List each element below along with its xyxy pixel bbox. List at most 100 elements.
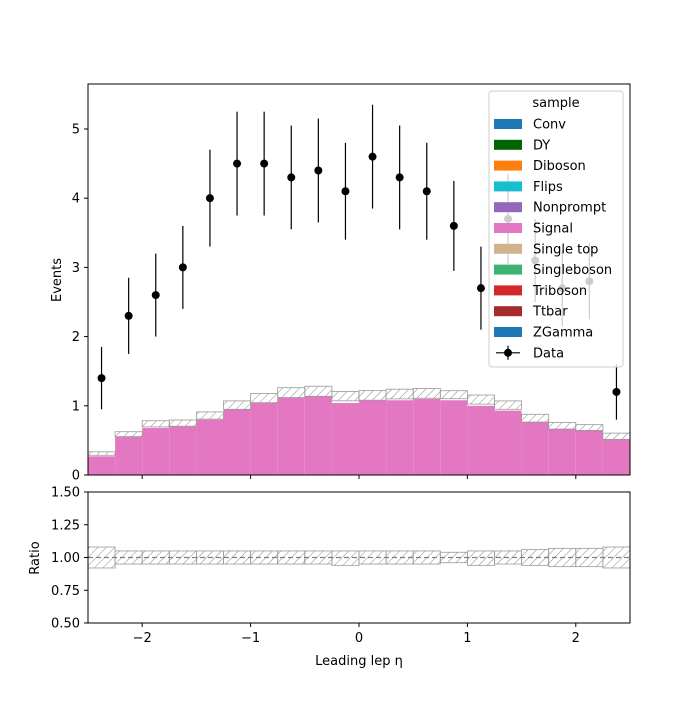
main-x-axis-ticks — [141, 475, 577, 479]
mc-uncertainty-bin-17 — [548, 422, 577, 430]
data-point-19 — [612, 387, 621, 396]
bar-signal-13 — [440, 400, 468, 475]
main-y-tick-label-5: 5 — [72, 122, 80, 137]
mc-uncertainty-bin-4 — [195, 411, 224, 420]
mc-uncertainty-bin-14 — [466, 394, 495, 405]
bar-signal-2 — [142, 427, 170, 475]
data-point-14 — [476, 284, 485, 293]
legend-label-8: Triboson — [532, 284, 587, 299]
mc-uncertainty-bin-8 — [304, 385, 333, 397]
legend-label-0: Conv — [533, 118, 566, 133]
legend-label-9: Ttbar — [532, 305, 568, 320]
bar-signal-11 — [386, 400, 414, 475]
ratio-y-axis-label: Ratio — [28, 541, 43, 574]
mc-uncertainty-band — [87, 385, 631, 456]
mc-uncertainty-bin-6 — [250, 393, 279, 404]
data-point-12 — [422, 187, 431, 196]
data-point-13 — [449, 221, 458, 230]
mc-uncertainty-bin-15 — [494, 400, 523, 410]
ratio-y-axis-ticks: 0.50 0.75 1.00 1.25 1.50 — [51, 486, 88, 632]
bar-signal-1 — [115, 436, 143, 475]
main-y-tick-label-0: 0 — [72, 469, 80, 484]
mc-uncertainty-bin-1 — [114, 431, 143, 438]
legend-swatch-6 — [494, 243, 522, 254]
ratio-band-bin-9 — [331, 550, 360, 566]
legend-swatch-5 — [494, 223, 522, 233]
mc-uncertainty-bin-5 — [223, 400, 252, 410]
main-y-tick-label-4: 4 — [72, 192, 80, 207]
bar-signal-12 — [413, 398, 441, 475]
ratio-band-bin-14 — [466, 550, 495, 566]
legend-entries: Conv DY Diboson Flips Nonprompt Signal Single … — [494, 118, 612, 361]
mc-uncertainty-bin-7 — [277, 387, 306, 398]
ratio-y-tick-label-3: 1.25 — [51, 518, 80, 533]
mc-uncertainty-bin-3 — [168, 419, 197, 427]
mc-uncertainty-bin-18 — [575, 424, 604, 432]
ratio-panel: 0.50 0.75 1.00 1.25 1.50 −2 −1 0 1 2 Ratio Leadi… — [28, 486, 631, 669]
ratio-x-tick-label-1: −1 — [241, 631, 260, 646]
legend: sample Conv DY Diboson Flips Nonprompt Signal… — [488, 90, 624, 368]
data-point-1 — [124, 311, 133, 320]
data-point-4 — [205, 194, 214, 203]
mc-uncertainty-bin-16 — [521, 413, 550, 423]
bar-signal-17 — [548, 428, 576, 475]
data-point-8 — [314, 166, 323, 175]
legend-label-5: Signal — [533, 222, 573, 237]
main-y-axis-ticks: 0 1 2 3 4 5 — [72, 122, 88, 484]
ratio-y-tick-label-2: 1.00 — [51, 551, 80, 566]
data-point-0 — [97, 374, 106, 383]
data-point-5 — [233, 159, 242, 168]
ratio-x-tick-label-4: 2 — [572, 631, 580, 646]
data-point-11 — [395, 173, 404, 182]
ratio-x-tick-label-3: 1 — [463, 631, 471, 646]
mc-uncertainty-bin-19 — [602, 432, 631, 440]
legend-label-2: Diboson — [533, 159, 586, 174]
legend-label-3: Flips — [533, 180, 563, 195]
legend-label-7: Singleboson — [533, 263, 612, 278]
bar-signal-18 — [575, 430, 603, 475]
legend-swatch-9 — [494, 306, 522, 317]
legend-swatch-0 — [494, 119, 522, 129]
mc-uncertainty-bin-2 — [141, 420, 170, 428]
legend-label-10: ZGamma — [533, 326, 593, 341]
bar-signal-3 — [169, 426, 197, 475]
legend-swatch-7 — [494, 264, 522, 275]
legend-swatch-3 — [494, 181, 522, 192]
legend-data-marker — [504, 348, 512, 357]
bar-signal-16 — [521, 421, 549, 475]
legend-label-1: DY — [533, 138, 550, 153]
bar-signal-7 — [277, 397, 305, 475]
legend-label-4: Nonprompt — [533, 201, 606, 216]
data-point-9 — [341, 187, 350, 196]
mc-uncertainty-bin-0 — [87, 451, 116, 456]
bar-signal-10 — [359, 400, 387, 475]
legend-box — [488, 90, 624, 368]
bar-signal-9 — [331, 403, 359, 475]
ratio-x-axis-ticks: −2 −1 0 1 2 — [133, 623, 580, 646]
bar-signal-6 — [250, 402, 278, 475]
data-point-2 — [151, 291, 160, 300]
data-point-3 — [178, 263, 187, 272]
legend-label-6: Single top — [533, 242, 598, 257]
bar-signal-8 — [304, 396, 332, 475]
legend-title: sample — [532, 96, 579, 111]
main-y-axis-label: Events — [50, 258, 65, 302]
ratio-uncertainty-band — [87, 546, 631, 569]
mc-uncertainty-bin-13 — [439, 390, 468, 400]
legend-label-11: Data — [533, 346, 564, 361]
bar-signal-19 — [602, 439, 630, 475]
mc-uncertainty-bin-11 — [385, 388, 414, 400]
mc-uncertainty-bin-10 — [358, 390, 387, 401]
ratio-y-tick-label-0: 0.50 — [51, 617, 80, 632]
stacked-bars — [88, 396, 630, 475]
legend-swatch-2 — [494, 160, 522, 171]
data-point-10 — [368, 152, 377, 161]
main-y-tick-label-3: 3 — [72, 261, 80, 276]
data-point-6 — [260, 159, 269, 168]
data-point-7 — [287, 173, 296, 182]
x-axis-label: Leading lep η — [315, 654, 403, 669]
legend-swatch-8 — [494, 285, 522, 296]
bar-signal-15 — [494, 410, 522, 475]
